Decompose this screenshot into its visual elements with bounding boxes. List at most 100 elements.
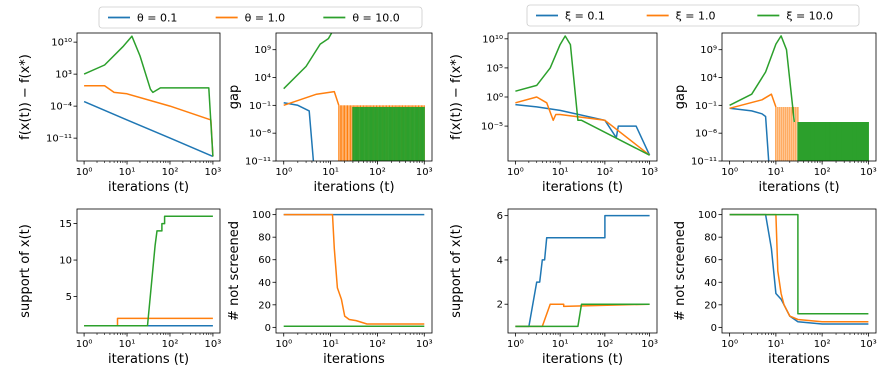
x-axis-label: iterations [768,352,830,367]
x-tick-label: 10³ [641,339,658,350]
series-line-3 [83,35,214,157]
y-tick-label: 0 [265,323,271,334]
y-tick-label: 5 [66,292,72,303]
axes-frame [76,208,221,334]
y-tick-label: 80 [704,233,717,244]
chart-panel-6: 10⁰ 10¹ 10² 10³ 10⁹ 10⁴ 10⁻¹ 10⁻⁶ 10⁻¹¹ iteration… [673,32,877,195]
axes-frame [721,208,877,334]
x-tick-label: 10⁰ [721,167,738,178]
y-tick-label: 20 [704,300,717,311]
y-tick-label: 10⁻⁴ [50,102,72,113]
axes-frame [721,32,877,162]
x-tick-label: 10⁰ [721,339,738,350]
y-tick-label: 10⁴ [254,73,271,84]
series-line-2 [84,84,214,157]
series-line-2 [729,93,777,110]
legend-label: θ = 0.1 [137,12,177,25]
y-axis-label: gap [227,85,242,109]
series-line-3 [729,213,869,315]
x-tick-label: 10³ [416,339,433,350]
legend-label: ξ = 1.0 [676,10,716,23]
series-group [729,213,869,325]
y-tick-label: 15 [59,219,72,230]
series-group [283,33,425,161]
x-tick-label: 10⁰ [76,167,93,178]
series-line-3 [283,33,333,90]
y-tick-label: 2 [497,300,503,311]
x-tick-label: 10³ [416,167,433,178]
y-tick-label: 4 [497,255,503,266]
y-axis-label: gap [673,85,688,109]
x-tick-label: 10³ [860,167,877,178]
x-axis-label: iterations [323,352,385,367]
x-tick-label: 10¹ [768,339,785,350]
chart-panel-7: 10⁰ 10¹ 10² 10³ 2 4 6 iterations (t) support of … [449,208,658,367]
y-tick-label: 10³ [55,70,72,81]
chart-panel-8: 10⁰ 10¹ 10² 10³ 0 20 40 60 80 100 iterations # not … [673,208,877,367]
series-group [729,35,869,161]
x-tick-label: 10² [814,339,831,350]
x-tick-label: 10¹ [119,167,136,178]
y-tick-label: 10⁻⁵ [481,122,503,133]
y-tick-label: 10⁴ [700,73,717,84]
legend-label: θ = 10.0 [352,12,399,25]
x-tick-label: 10³ [205,339,222,350]
y-tick-label: 10¹⁰ [51,38,72,49]
y-axis-label: # not screened [673,221,688,321]
x-tick-label: 10³ [860,339,877,350]
legend-box [526,4,860,27]
y-tick-label: 10⁻¹¹ [691,157,717,168]
x-tick-label: 10² [814,167,831,178]
y-tick-label: 10¹⁰ [482,34,503,45]
series-group [83,35,214,158]
x-axis-label: iterations (t) [108,180,189,195]
y-tick-label: 10⁰ [486,93,503,104]
series-line-3 [84,215,213,327]
y-tick-label: 100 [252,210,271,221]
x-tick-label: 10¹ [768,167,785,178]
x-tick-label: 10¹ [322,339,339,350]
x-axis-label: iterations (t) [758,180,839,195]
y-axis-label: # not screened [227,221,242,321]
x-tick-label: 10⁰ [76,339,93,350]
x-tick-label: 10¹ [552,167,569,178]
series-line-2 [283,90,340,107]
y-tick-label: 60 [704,255,717,266]
y-tick-label: 80 [258,233,271,244]
series-group [283,213,425,327]
series-line-2 [515,303,650,328]
series-group [515,35,651,156]
x-tick-label: 10² [162,339,179,350]
chart-panel-1: 10⁰ 10¹ 10² 10³ 10¹⁰ 10³ 10⁻⁴ 10⁻¹¹ iterations (… [18,32,221,195]
legend-label: ξ = 0.1 [565,10,605,23]
y-tick-label: 10⁻⁶ [249,129,271,140]
y-tick-label: 6 [497,211,503,222]
y-tick-label: 20 [258,300,271,311]
series-line-2 [283,213,425,325]
x-axis-label: iterations (t) [313,180,394,195]
x-tick-label: 10⁰ [275,339,292,350]
x-tick-label: 10⁰ [275,167,292,178]
x-tick-label: 10² [369,167,386,178]
series-line-3 [515,303,650,328]
x-axis-label: iterations (t) [542,180,623,195]
x-tick-label: 10¹ [552,339,569,350]
series-line-3 [729,35,796,123]
axes-frame [507,32,658,162]
x-tick-label: 10² [162,167,179,178]
x-tick-label: 10² [597,339,614,350]
series-line-2 [729,213,869,323]
chart-panel-3: 10⁰ 10¹ 10² 10³ 5 10 15 iterations (t) support o… [18,208,222,367]
legend-label: θ = 1.0 [245,12,285,25]
y-tick-label: 40 [258,278,271,289]
y-tick-label: 10⁻⁶ [695,129,717,140]
chart-panel-5: 10⁰ 10¹ 10² 10³ 10¹⁰ 10⁵ 10⁰ 10⁻⁵ iterations (t)… [449,32,658,195]
series-line-1 [515,103,651,156]
legend-2: ξ = 0.1 ξ = 1.0 ξ = 10.0 [526,4,860,27]
chart-panel-2: 10⁰ 10¹ 10² 10³ 10⁹ 10⁴ 10⁻¹ 10⁻⁶ 10⁻¹¹ iteration… [227,32,433,195]
series-line-1 [515,214,650,328]
y-tick-label: 100 [698,210,717,221]
series-line-2 [515,96,651,156]
x-tick-label: 10¹ [322,167,339,178]
